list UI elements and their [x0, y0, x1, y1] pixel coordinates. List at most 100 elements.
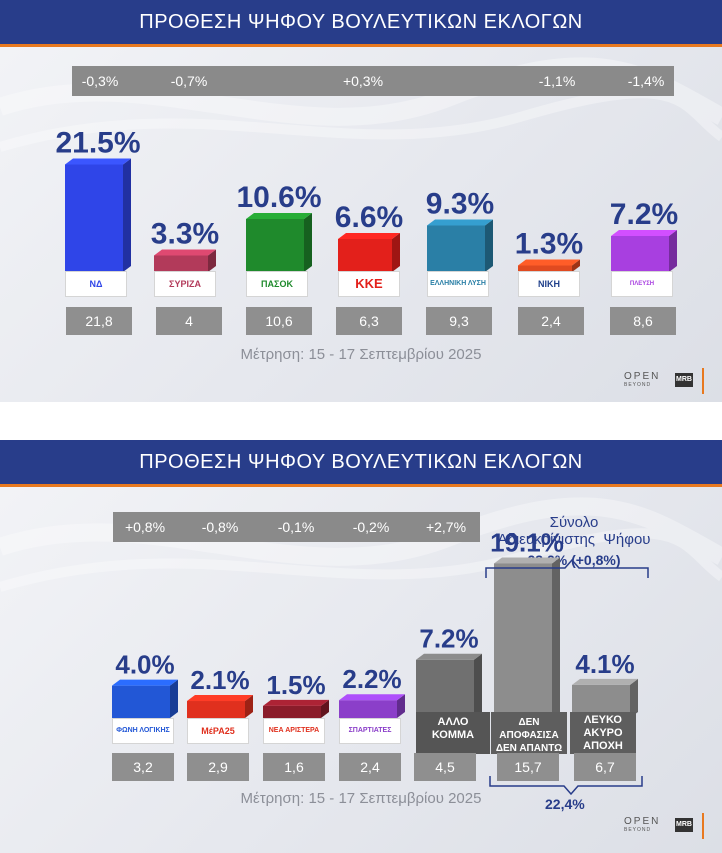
mrb-logo: MRB — [675, 818, 693, 832]
bar-side — [321, 699, 329, 718]
change-label: -0,8% — [201, 519, 239, 535]
previous-value-box: 1,6 — [263, 753, 325, 781]
change-label: -0,3% — [81, 73, 119, 89]
open-beyond-logo: OPEN BEYOND — [624, 816, 660, 833]
logo-syriza: ΣΥΡΙΖΑ — [154, 271, 216, 297]
bar-label-line: ΑΠΟΧΗ — [583, 740, 623, 752]
bar-value-label: 3.3% — [151, 218, 219, 251]
bar-side — [245, 695, 253, 718]
previous-value-box: 21,8 — [66, 307, 132, 335]
bar — [611, 236, 669, 272]
undecided-total-bracket — [485, 558, 649, 578]
bar — [112, 685, 170, 718]
bar-top — [416, 653, 482, 660]
brand-tagline: BEYOND — [624, 827, 652, 833]
chart-panel-1: ΠΡΟΘΕΣΗ ΨΗΦΟΥ ΒΟΥΛΕΥΤΙΚΩΝ ΕΚΛΟΓΩΝ -0,3% … — [0, 0, 722, 402]
panel-2-title: ΠΡΟΘΕΣΗ ΨΗΦΟΥ ΒΟΥΛΕΥΤΙΚΩΝ ΕΚΛΟΓΩΝ — [0, 440, 722, 487]
undecided-title-line2: Αδιευκρίνιστης Ψήφου — [497, 531, 651, 548]
bar-value-label: 1.5% — [266, 670, 325, 700]
previous-value-box: 4 — [156, 307, 222, 335]
undecided-total-title: Σύνολο Αδιευκρίνιστης Ψήφου — [474, 514, 674, 548]
logo-spartiates: ΣΠΑΡΤΙΑΤΕΣ — [339, 718, 401, 744]
bar-label-line: ΔΕΝ ΑΠΟΦΑΣΙΣΑ — [499, 717, 559, 741]
bar-top — [572, 678, 638, 685]
bar-value-label: 4.1% — [575, 649, 634, 679]
bar-side — [123, 158, 131, 272]
previous-value-box: 10,6 — [246, 307, 312, 335]
logo-pasok: ΠΑΣΟΚ — [246, 271, 308, 297]
previous-value-box: 2,4 — [518, 307, 584, 335]
bar-label-line: ΚΟΜΜΑ — [431, 729, 475, 741]
bar-side — [474, 653, 482, 718]
mrb-logo: MRB — [675, 373, 693, 387]
brand-divider — [702, 813, 704, 839]
bar — [154, 255, 208, 272]
logo-nea-aristera: ΝΕΑ ΑΡΙΣΤΕΡΑ — [263, 718, 325, 744]
chart-panel-2: ΠΡΟΘΕΣΗ ΨΗΦΟΥ ΒΟΥΛΕΥΤΙΚΩΝ ΕΚΛΟΓΩΝ +0,8% … — [0, 440, 722, 853]
bar-side — [170, 679, 178, 718]
bar-top — [154, 249, 216, 256]
previous-value-box: 6,7 — [574, 753, 636, 781]
bar-label-line: ΔΕΝ ΑΠΑΝΤΩ — [495, 743, 563, 754]
previous-value-box: 15,7 — [497, 753, 559, 781]
bar-value-label: 9.3% — [426, 188, 494, 221]
bar-label-den-apofasisa: ΔΕΝ ΑΠΟΦΑΣΙΣΑ ΔΕΝ ΑΠΑΝΤΩ — [491, 712, 567, 754]
bar-label-line: ΑΚΥΡΟ — [583, 727, 623, 739]
undecided-subtotal-bracket — [489, 776, 643, 796]
bar-value-label: 1.3% — [515, 228, 583, 261]
change-label: -1,4% — [627, 73, 665, 89]
bar-top — [339, 694, 405, 701]
change-label: +0,3% — [342, 73, 384, 89]
change-strip — [113, 512, 480, 542]
bar — [416, 659, 474, 718]
chart-2-bars: 4.0% 2.1% 1.5% 2.2% 7.2% 19.1% 4.1% — [112, 527, 649, 796]
bar-side — [552, 557, 560, 718]
bar-side — [392, 233, 400, 272]
bar-side — [397, 694, 405, 718]
previous-value-box: 2,9 — [187, 753, 249, 781]
bar-value-label: 19.1% — [490, 527, 564, 557]
bar-side — [630, 678, 638, 718]
change-label: -0,7% — [170, 73, 208, 89]
open-beyond-logo: OPEN BEYOND — [624, 371, 660, 388]
bar — [494, 563, 552, 718]
undecided-title-line1: Σύνολο — [549, 514, 599, 531]
previous-value-box: 2,4 — [339, 753, 401, 781]
change-label: -0,2% — [352, 519, 390, 535]
logo-foni-logikis: ΦΩΝΗ ΛΟΓΙΚΗΣ — [112, 718, 174, 744]
bar — [338, 239, 392, 272]
bar-value-label: 7.2% — [610, 198, 678, 231]
bar-value-label: 2.2% — [342, 664, 401, 694]
panel-1-title: ΠΡΟΘΕΣΗ ΨΗΦΟΥ ΒΟΥΛΕΥΤΙΚΩΝ ΕΚΛΟΓΩΝ — [0, 0, 722, 47]
previous-value-box: 6,3 — [336, 307, 402, 335]
previous-value-box: 8,6 — [610, 307, 676, 335]
bar-side — [208, 249, 216, 272]
bar-top — [427, 219, 493, 226]
survey-date: Μέτρηση: 15 - 17 Σεπτεμβρίου 2025 — [240, 346, 482, 363]
bar-top — [518, 259, 580, 266]
bar-side — [669, 230, 677, 272]
undecided-subtotal: 22,4% — [545, 796, 585, 812]
bar-side — [572, 259, 580, 272]
change-label: -1,1% — [538, 73, 576, 89]
bar-label-allo-komma: ΑΛΛΟ ΚΟΜΜΑ — [416, 712, 490, 754]
logo-niki: ΝΙΚΗ — [518, 271, 580, 297]
bar — [65, 164, 123, 272]
logo-plefsi: ΠΛΕΥΣΗ ΕΛΕΥΘΕΡΙΑΣ — [611, 271, 673, 297]
logo-nd: ΝΔ — [65, 271, 127, 297]
bar-top — [494, 557, 560, 564]
logo-elliniki-lysi: ΕΛΛΗΝΙΚΗ ΛΥΣΗ — [427, 271, 489, 297]
change-label: +0,8% — [124, 519, 166, 535]
bar-value-label: 10.6% — [236, 181, 321, 214]
bar — [427, 225, 485, 272]
survey-date: Μέτρηση: 15 - 17 Σεπτεμβρίου 2025 — [240, 790, 482, 807]
bar — [187, 701, 245, 718]
bar-top — [338, 233, 400, 239]
brand-tagline: BEYOND — [624, 382, 652, 388]
change-label: -0,1% — [277, 519, 315, 535]
bar-value-label: 7.2% — [419, 624, 478, 654]
bar — [246, 219, 304, 272]
bar-top — [263, 699, 329, 706]
bar-value-label: 21.5% — [55, 127, 140, 160]
brand-name: OPEN — [624, 371, 661, 382]
